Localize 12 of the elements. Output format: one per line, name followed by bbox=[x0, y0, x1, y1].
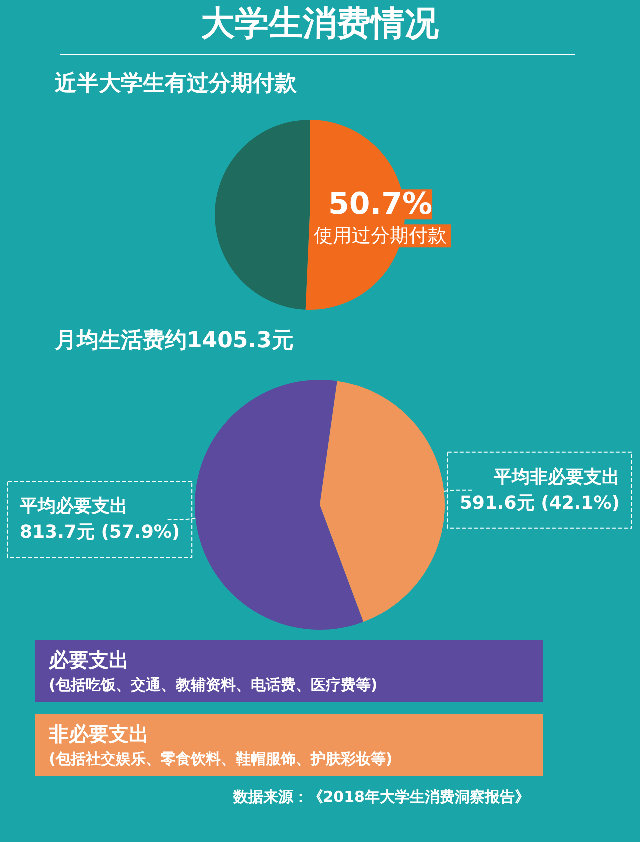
text: 必要支出 (包括吃饭、交通、教辅资料、电话费、医疗费等) bbox=[49, 647, 379, 696]
chart-title: 大学生消费情况 bbox=[201, 4, 440, 44]
slice-label: 平均必要支出 bbox=[19, 496, 128, 518]
slice-label: 平均非必要支出 bbox=[493, 466, 620, 488]
chart-title: 月均生活费约1405.3元 bbox=[54, 328, 294, 354]
text: 非必要支出 (包括社交娱乐、零食饮料、鞋帽服饰、护肤彩妆等) bbox=[49, 721, 394, 770]
slice-label: 使用过分期付款 bbox=[314, 225, 447, 248]
data-label: 813.7元 (57.9%) bbox=[20, 522, 180, 544]
source-note: 数据来源：《2018年大学生消费洞察报告》 bbox=[232, 788, 530, 807]
data-label: 50.7% bbox=[328, 187, 433, 222]
data-label: 591.6元 (42.1%) bbox=[460, 492, 620, 514]
chart-subtitle: 近半大学生有过分期付款 bbox=[54, 72, 298, 96]
